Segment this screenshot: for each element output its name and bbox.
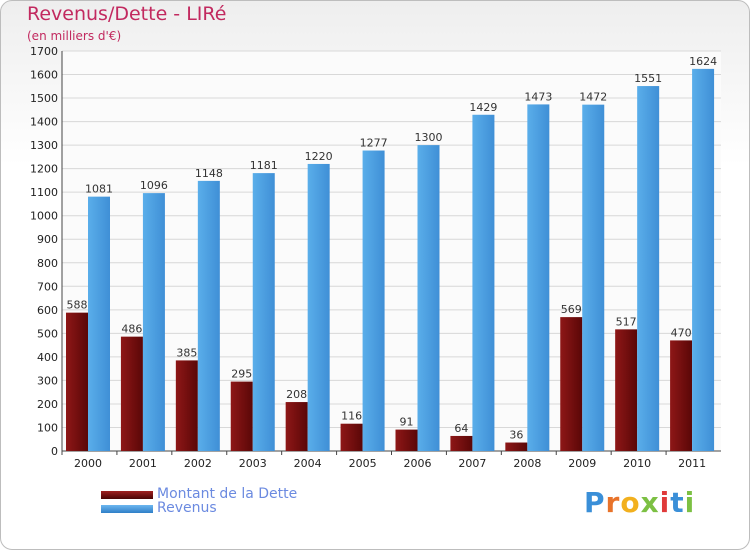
chart-subtitle: (en milliers d'€) (27, 29, 122, 43)
y-tick-label: 700 (37, 280, 58, 293)
value-label-revenus: 1472 (579, 91, 607, 104)
logo-letter: x (640, 486, 660, 519)
x-tick-label: 2001 (129, 457, 157, 470)
value-label-dette: 208 (286, 388, 307, 401)
value-label-dette: 517 (616, 315, 637, 328)
bar-revenus (142, 193, 165, 451)
x-tick-label: 2003 (239, 457, 267, 470)
y-tick-label: 1200 (30, 163, 58, 176)
y-tick-label: 800 (37, 257, 58, 270)
bar-dette (505, 442, 528, 451)
bar-dette (175, 360, 198, 451)
value-label-revenus: 1096 (140, 179, 168, 192)
bar-revenus (307, 163, 330, 452)
bar-revenus (527, 104, 550, 451)
bar-dette (395, 429, 418, 451)
y-tick-label: 1300 (30, 139, 58, 152)
y-tick-label: 300 (37, 374, 58, 387)
bar-dette (66, 312, 88, 451)
value-label-revenus: 1181 (250, 159, 278, 172)
y-tick-label: 1100 (30, 186, 58, 199)
chart-title: Revenus/Dette - LIRé (27, 3, 227, 25)
x-tick-label: 2010 (623, 457, 651, 470)
logo-letter: i (684, 486, 696, 519)
value-label-revenus: 1277 (360, 137, 388, 150)
bar-revenus (582, 104, 605, 451)
bar-dette (670, 340, 693, 451)
legend-swatch-revenus (101, 505, 153, 513)
value-label-dette: 116 (341, 410, 362, 423)
x-tick-label: 2005 (349, 457, 377, 470)
logo-letter: r (605, 486, 621, 519)
logo-letter: i (659, 486, 671, 519)
y-tick-label: 900 (37, 233, 58, 246)
bar-revenus (692, 68, 715, 451)
proxiti-logo: Proxiti (584, 486, 695, 519)
bar-dette (230, 381, 253, 451)
x-tick-label: 2004 (294, 457, 322, 470)
y-tick-label: 200 (37, 398, 58, 411)
value-label-revenus: 1624 (689, 55, 717, 68)
legend-swatch-dette (101, 491, 153, 499)
y-tick-label: 1700 (30, 45, 58, 58)
value-label-dette: 486 (121, 323, 142, 336)
legend-label-dette: Montant de la Dette (157, 486, 298, 502)
bar-revenus (197, 180, 220, 451)
value-label-dette: 588 (67, 299, 88, 312)
logo-letter: o (620, 486, 641, 519)
value-label-dette: 385 (176, 346, 197, 359)
y-tick-label: 1400 (30, 116, 58, 129)
value-label-dette: 569 (561, 303, 582, 316)
bar-revenus (472, 114, 495, 451)
value-label-revenus: 1220 (305, 150, 333, 163)
x-tick-label: 2002 (184, 457, 212, 470)
legend-label-revenus: Revenus (157, 500, 217, 516)
x-tick-label: 2009 (568, 457, 596, 470)
value-label-revenus: 1148 (195, 167, 223, 180)
value-label-revenus: 1429 (469, 101, 497, 114)
value-label-dette: 64 (454, 422, 468, 435)
logo-letter: P (584, 486, 606, 519)
y-tick-label: 0 (51, 445, 58, 458)
y-tick-label: 100 (37, 421, 58, 434)
value-label-revenus: 1300 (415, 131, 443, 144)
bar-revenus (637, 86, 660, 451)
x-tick-label: 2007 (458, 457, 486, 470)
value-label-dette: 295 (231, 368, 252, 381)
value-label-dette: 91 (400, 416, 414, 429)
y-tick-label: 1000 (30, 210, 58, 223)
y-tick-label: 1500 (30, 92, 58, 105)
bar-dette (285, 402, 308, 451)
value-label-revenus: 1551 (634, 72, 662, 85)
value-label-revenus: 1081 (85, 183, 113, 196)
bar-revenus (417, 145, 440, 451)
bar-dette (615, 329, 638, 451)
bar-dette (120, 336, 143, 451)
bar-revenus (362, 150, 385, 451)
bar-dette (450, 435, 473, 451)
bar-dette (560, 317, 583, 451)
x-tick-label: 2011 (678, 457, 706, 470)
y-tick-label: 400 (37, 351, 58, 364)
value-label-dette: 36 (509, 429, 523, 442)
x-tick-label: 2008 (513, 457, 541, 470)
x-tick-label: 2000 (74, 457, 102, 470)
logo-letter: t (670, 486, 685, 519)
y-tick-label: 600 (37, 304, 58, 317)
value-label-revenus: 1473 (524, 90, 552, 103)
value-label-dette: 470 (671, 326, 692, 339)
bar-revenus (252, 173, 275, 451)
x-tick-label: 2006 (404, 457, 432, 470)
y-tick-label: 1600 (30, 69, 58, 82)
y-tick-label: 500 (37, 327, 58, 340)
bar-dette (340, 423, 363, 451)
bar-revenus (88, 196, 110, 451)
